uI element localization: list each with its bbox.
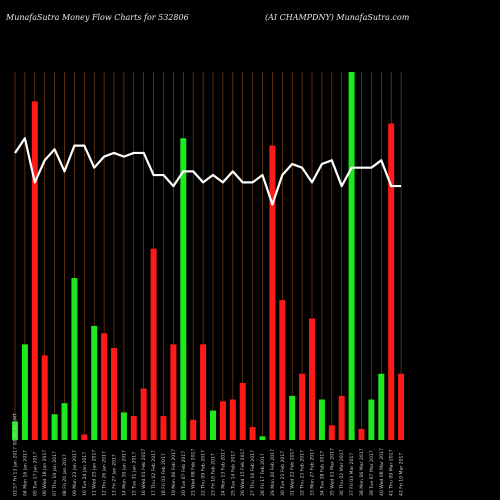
- bar-outflow: [388, 123, 395, 441]
- x-tick-label: 03.57 Fri 13 Jan 2017 00:00:00 GMT: [13, 413, 19, 496]
- bar-inflow: [51, 414, 58, 440]
- x-tick-label: 38 Mon 06 Mar 2017: [359, 448, 365, 496]
- bar-inflow: [289, 395, 296, 440]
- bar-outflow: [239, 382, 246, 440]
- x-tick-label: 42 Fri 10 Mar 2017: [399, 453, 405, 496]
- x-tick-label: 14 Mon 30 Jan 2017: [121, 450, 127, 496]
- bar-outflow: [101, 333, 108, 440]
- x-tick-label: 33 Mon 27 Feb 2017: [310, 449, 316, 496]
- bar-inflow: [61, 403, 68, 440]
- bar-outflow: [130, 416, 137, 440]
- bar-outflow: [269, 145, 276, 440]
- x-tick-label: 23 Fri 10 Feb 2017: [211, 453, 217, 496]
- bar-inflow: [21, 344, 28, 440]
- x-tick-label: 13 Fri 27 Jan 2017: [112, 454, 118, 496]
- bar-outflow: [328, 425, 335, 440]
- x-tick-label: 22 Thu 09 Feb 2017: [201, 450, 207, 496]
- x-tick-label: 32 Thu 23 Feb 2017: [300, 450, 306, 496]
- x-tick-label: 07 Thu 19 Jan 2017: [52, 451, 58, 496]
- bar-inflow: [12, 421, 18, 440]
- bar-outflow: [398, 373, 405, 440]
- bar-inflow: [180, 138, 187, 441]
- bar-outflow: [358, 428, 365, 440]
- x-tick-label: 25 Tue 14 Feb 2017: [230, 451, 236, 496]
- x-tick-label: 29 Mon 20 Feb 2017: [270, 449, 276, 496]
- chart-header-left: MunafaSutra Money Flow Charts for 532806: [6, 13, 189, 22]
- bar-outflow: [229, 399, 236, 440]
- x-tick-label: 24 Mon 13 Feb 2017: [220, 449, 226, 496]
- x-tick-label: 34 Tue 28 Feb 2017: [319, 451, 325, 496]
- x-tick-label: 31 Wed 22 Feb 2017: [290, 449, 296, 496]
- money-flow-line: [14, 137, 402, 206]
- x-tick-label: 28 Fri 17 Feb 2017: [260, 453, 266, 496]
- bar-inflow: [91, 325, 98, 440]
- bar-outflow: [170, 344, 177, 440]
- bar-outflow: [31, 101, 38, 440]
- x-tick-label: 41 Thu 09 Mar 2017: [389, 449, 395, 496]
- x-tick-label: 35 Wed 01 Mar 2017: [329, 448, 335, 496]
- x-tick-label: 04 Mon 16 Jan 2017: [22, 450, 28, 496]
- x-tick-label: 18 Fri 03 Feb 2017: [161, 453, 167, 496]
- x-tick-label: 12 Thu 26 Jan 2017: [102, 451, 108, 496]
- x-tick-label: 11 Wed 25 Jan 2017: [92, 450, 98, 496]
- x-tick-label: 17 Thu 02 Feb 2017: [151, 450, 157, 496]
- bar-outflow: [190, 419, 197, 440]
- bar-outflow: [140, 388, 147, 440]
- x-tick-labels: 03.57 Fri 13 Jan 2017 00:00:00 GMT 04 Mon…: [13, 413, 405, 496]
- bar-outflow: [309, 318, 315, 440]
- bar-inflow: [71, 278, 78, 440]
- x-tick-label: 09 Mon 23 Jan 2017: [72, 450, 78, 496]
- x-tick-label: 05 Tue 17 Jan 2017: [32, 452, 38, 496]
- bar-outflow: [299, 373, 306, 440]
- x-tick-label: 08 Fri 20 Jan 2017: [62, 454, 68, 496]
- x-tick-label: 37 Fri 03 Mar 2017: [349, 453, 355, 496]
- bar-inflow: [368, 399, 375, 440]
- x-tick-label: 30 Tue 21 Feb 2017: [280, 451, 286, 496]
- x-tick-label: 15 Tue 31 Jan 2017: [131, 452, 137, 496]
- x-tick-label: 40 Wed 08 Mar 2017: [379, 448, 385, 496]
- x-tick-label: 39 Tue 07 Mar 2017: [369, 450, 375, 496]
- x-tick-label: 26 Wed 15 Feb 2017: [240, 449, 246, 496]
- bar-outflow: [249, 427, 256, 440]
- bar-inflow: [120, 412, 127, 440]
- x-tick-label: 16 Wed 01 Feb 2017: [141, 449, 147, 496]
- bar-outflow: [160, 416, 167, 440]
- bar-inflow: [318, 399, 325, 440]
- bar-inflow: [348, 72, 355, 440]
- bars: [12, 72, 405, 441]
- bar-outflow: [150, 248, 157, 440]
- bar-outflow: [111, 348, 117, 440]
- x-tick-label: 27 Thu 16 Feb 2017: [250, 450, 256, 496]
- bar-inflow: [210, 410, 216, 440]
- bar-inflow: [259, 436, 266, 440]
- x-tick-label: 20 Tue 07 Feb 2017: [181, 451, 187, 496]
- bar-outflow: [41, 355, 48, 440]
- x-tick-label: 06 Wed 18 Jan 2017: [42, 450, 48, 496]
- bar-outflow: [81, 434, 88, 440]
- bar-outflow: [219, 401, 226, 440]
- bar-outflow: [338, 395, 345, 440]
- x-tick-label: 21 Wed 08 Feb 2017: [191, 449, 197, 496]
- x-tick-label: 19 Mon 06 Feb 2017: [171, 449, 177, 496]
- x-tick-label: 36 Thu 02 Mar 2017: [339, 449, 345, 496]
- bar-outflow: [279, 300, 286, 440]
- bar-inflow: [378, 373, 385, 440]
- chart-header-right: (AI CHAMPDNY) MunafaSutra.com: [265, 13, 410, 22]
- bar-outflow: [200, 344, 207, 440]
- line-series: [14, 137, 402, 206]
- x-tick-label: 10 Tue 24 Jan 2017: [82, 452, 88, 496]
